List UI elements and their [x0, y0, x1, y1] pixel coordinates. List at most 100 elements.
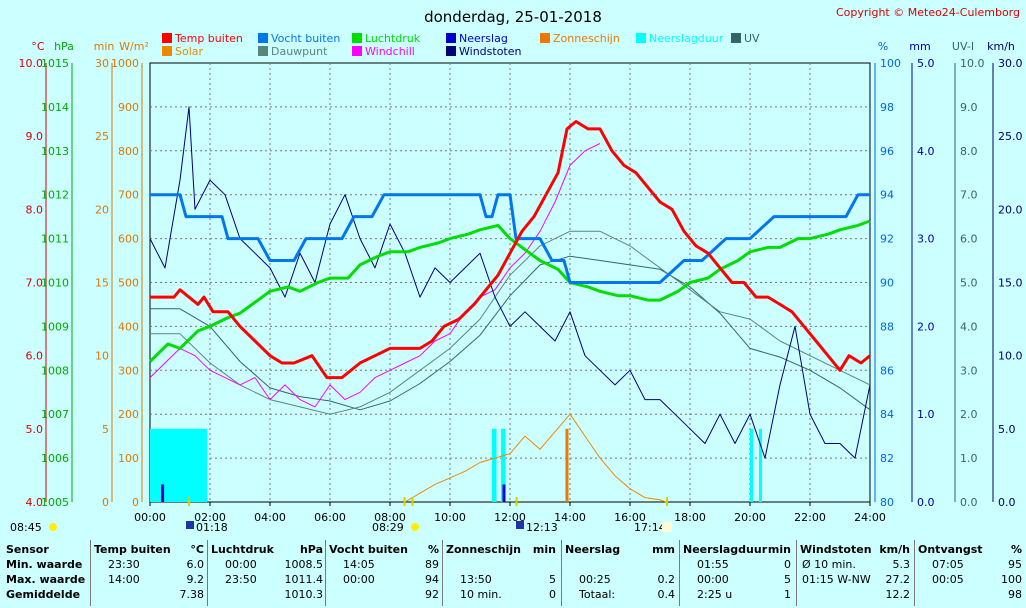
- axis-tick-label: 0.0: [917, 496, 935, 509]
- axis-unit: mm: [909, 40, 930, 53]
- stats-separator: [561, 540, 562, 606]
- axis-unit: km/h: [987, 40, 1015, 53]
- stats-value: 0.4: [657, 588, 676, 601]
- legend-label: UV: [744, 32, 760, 45]
- legend-label: Temp buiten: [174, 32, 243, 45]
- stats-header: Temp buiten: [94, 543, 171, 556]
- axis-tick-label: 800: [118, 145, 139, 158]
- stats-row: 13:50 5: [446, 572, 556, 587]
- axis-tick-label: 7.0: [960, 189, 978, 202]
- axis-tick-label: 100: [880, 57, 901, 70]
- moon-phase-icon: [516, 521, 524, 529]
- neerslagduur-bar: [492, 428, 497, 502]
- axis-tick-label: 300: [118, 364, 139, 377]
- x-axis: 00:00 02:00 04:00 06:00 08:00 10:00 12:00 14:00…: [134, 502, 886, 524]
- stats-separator: [90, 540, 91, 606]
- stats-row: 01:15 W-NW 27.2: [800, 572, 910, 587]
- moon-set-icon: [49, 523, 57, 531]
- legend-label: Neerslagduur: [649, 32, 724, 45]
- stats-time: 14:05: [343, 558, 375, 571]
- axis-tick-label: 86: [880, 364, 894, 377]
- stats-col-reception: Ontvangst% 07:05 95 00:05 100 98: [918, 542, 1022, 608]
- sunrise-time: 08:29: [372, 521, 404, 534]
- stats-time: 00:00: [697, 573, 729, 586]
- stats-value: 1: [784, 588, 791, 601]
- stats-label-sensor: Sensor: [6, 543, 49, 556]
- sunset-icon: [662, 522, 672, 532]
- stats-separator: [796, 540, 797, 606]
- stats-time: 14:00: [108, 573, 140, 586]
- sunrise-icon: [411, 523, 419, 531]
- x-tick-label: 20:00: [734, 511, 766, 524]
- stats-value: 1011.4: [284, 573, 324, 586]
- stats-time: 2:25 u: [697, 588, 733, 601]
- stats-row: Ø 10 min. 5.3: [800, 557, 910, 572]
- stats-row: 98: [918, 587, 1022, 602]
- stats-time: 13:50: [460, 573, 492, 586]
- stats-unit: °C: [190, 543, 204, 556]
- stats-time: 23:30: [108, 558, 140, 571]
- axis-tick-label: 25: [95, 130, 109, 143]
- stats-row: 2:25 u 1: [683, 587, 791, 602]
- stats-header: Zonneschijn: [446, 543, 521, 556]
- axis-tick-label: 1000: [111, 57, 139, 70]
- stats-unit: %: [427, 543, 439, 556]
- stats-value: 0: [549, 588, 556, 601]
- axis-tick-label: 1009: [41, 320, 69, 333]
- stats-value: 7.38: [179, 588, 205, 601]
- legend-swatch: [540, 33, 550, 43]
- axis-unit: min: [94, 40, 115, 53]
- axis-tick-label: 30: [95, 57, 109, 70]
- stats-value: 5.3: [892, 558, 911, 571]
- axis-tick-label: 9.0: [26, 130, 44, 143]
- neerslagduur-bar: [150, 428, 207, 502]
- stats-header-row: Vocht buiten%: [329, 542, 439, 557]
- legend-swatch: [352, 33, 362, 43]
- stats-separator: [325, 540, 326, 606]
- axis-tick-label: 15.0: [998, 277, 1023, 290]
- axis-tick-label: 84: [880, 408, 894, 421]
- axis-unit: °C: [31, 40, 45, 53]
- axis-tick-label: 1005: [41, 496, 69, 509]
- axis-tick-label: 3.0: [917, 233, 935, 246]
- stats-row: 14:05 89: [329, 557, 439, 572]
- stats-unit: min: [767, 543, 791, 556]
- stats-row: 00:00 1008.5: [211, 557, 323, 572]
- axis-tick-label: 88: [880, 320, 894, 333]
- axis-tick-label: 1015: [41, 57, 69, 70]
- axis-tick-label: 6.0: [26, 350, 44, 363]
- axis-tick-label: 98: [880, 101, 894, 114]
- axis-tick-label: 20.0: [998, 203, 1023, 216]
- stats-col-pressure: Luchtdruk hPa 00:00 1008.5 23:50 1011.4 1010.3: [211, 542, 323, 608]
- weather-chart: donderdag, 25-01-2018 Copyright © Meteo2…: [10, 6, 1023, 534]
- stats-header: Vocht buiten: [329, 543, 408, 556]
- axis-tick-label: 1010: [41, 277, 69, 290]
- legend-label: Windchill: [365, 45, 415, 58]
- neerslagduur-bar: [501, 428, 506, 502]
- stats-header-row: Zonneschijn min: [446, 542, 556, 557]
- axis-tick-label: 500: [118, 277, 139, 290]
- legend-label: Luchtdruk: [365, 32, 421, 45]
- axis-tick-label: 1013: [41, 145, 69, 158]
- stats-value: 27.2: [885, 573, 911, 586]
- stats-row: 01:55 0: [683, 557, 791, 572]
- axis-tick-label: 3.0: [960, 364, 978, 377]
- axis-tick-label: 8.0: [26, 203, 44, 216]
- axis-tick-label: 6.0: [960, 233, 978, 246]
- stats-header: Luchtdruk: [211, 543, 274, 556]
- stats-value: 89: [425, 558, 439, 571]
- stats-table: Sensor Min. waarde Max. waarde Gemiddeld…: [0, 538, 1026, 608]
- axis-tick-label: 700: [118, 189, 139, 202]
- stats-unit: %: [1010, 543, 1022, 556]
- windstoten-line: [149, 106, 871, 459]
- legend-swatch: [636, 33, 646, 43]
- legend-label: Dauwpunt: [271, 45, 328, 58]
- legend-swatch: [258, 33, 268, 43]
- stats-header: Windstoten: [800, 543, 872, 556]
- stats-time: 10 min.: [460, 588, 502, 601]
- legend-swatch: [162, 33, 172, 43]
- axis-tick-label: 80: [880, 496, 894, 509]
- stats-value: 0: [784, 558, 791, 571]
- stats-value: 5: [549, 573, 556, 586]
